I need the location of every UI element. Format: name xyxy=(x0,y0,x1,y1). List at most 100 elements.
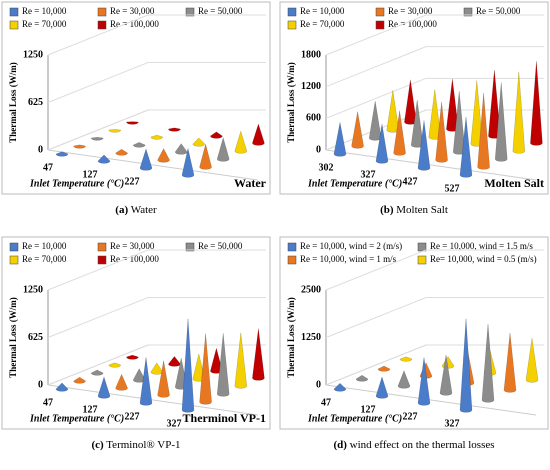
x-axis-label: Inlet Temperature (°C) xyxy=(29,413,124,424)
legend-swatch xyxy=(287,255,297,265)
legend-label: Re = 10,000, wind = 1.5 m/s xyxy=(430,241,533,251)
cone xyxy=(393,110,406,156)
cone xyxy=(351,111,364,149)
cone xyxy=(375,376,389,399)
x-tick-label: 127 xyxy=(83,169,98,180)
legend-label: Re = 10,000 xyxy=(22,6,67,16)
cone xyxy=(399,356,413,362)
caption-label: (b) xyxy=(380,204,394,216)
cone xyxy=(435,101,448,163)
cone xyxy=(234,130,248,154)
cone xyxy=(168,355,181,367)
y-tick-label: 0 xyxy=(38,379,43,390)
cone xyxy=(210,131,223,139)
x-tick-label: 227 xyxy=(125,176,140,187)
legend-label: Re = 50,000 xyxy=(198,241,243,251)
legend-label: Re = 30,000 xyxy=(388,6,433,16)
x-tick-label: 427 xyxy=(403,176,418,187)
x-tick-label: 47 xyxy=(321,397,331,408)
panel-border xyxy=(1,1,271,195)
cone xyxy=(108,362,122,368)
legend-label: Re= 10,000, wind = 0.5 (m/s) xyxy=(430,254,537,264)
fluid-label: Therminol VP-1 xyxy=(183,411,266,425)
grid-line xyxy=(325,77,544,119)
legend-swatch xyxy=(97,242,107,252)
y-tick-label: 1200 xyxy=(301,81,321,92)
legend-label: Re = 70,000 xyxy=(300,19,345,29)
cone xyxy=(417,120,431,171)
y-tick-label: 0 xyxy=(38,144,43,155)
cone xyxy=(90,369,104,376)
legend-swatch xyxy=(287,20,297,30)
caption: (d) wind effect on the thermal losses xyxy=(333,439,494,451)
cone xyxy=(481,323,495,403)
cone xyxy=(377,365,391,372)
legend-swatch xyxy=(185,7,195,17)
cone xyxy=(252,123,265,146)
legend-label: Re = 10,000, wind = 1 m/s xyxy=(300,254,397,264)
legend-swatch xyxy=(375,20,385,30)
cone xyxy=(139,148,153,171)
cone xyxy=(216,136,230,162)
legend-label: Re = 10,000, wind = 2 (m/s) xyxy=(300,241,402,251)
cone xyxy=(150,362,164,375)
legend-label: Re = 30,000 xyxy=(110,241,155,251)
grid-line xyxy=(325,297,544,338)
legend-swatch xyxy=(287,242,297,252)
cone xyxy=(397,370,411,389)
x-tick-label: 327 xyxy=(361,169,376,180)
cone xyxy=(115,373,128,391)
cone xyxy=(525,338,539,383)
caption: (c) Terminol® VP-1 xyxy=(91,439,180,451)
legend-swatch xyxy=(417,242,427,252)
caption-label: (a) xyxy=(115,204,128,216)
cone xyxy=(139,357,153,406)
x-tick-label: 47 xyxy=(43,397,53,408)
cone xyxy=(126,354,139,360)
cone xyxy=(73,144,86,149)
legend-label: Re = 100,000 xyxy=(110,19,159,29)
y-axis-label: Thermal Loss (W/m) xyxy=(8,297,18,378)
cone xyxy=(459,318,473,413)
legend-swatch xyxy=(375,7,385,17)
legend-swatch xyxy=(97,20,107,30)
grid-line xyxy=(47,297,266,338)
cone xyxy=(439,354,453,396)
y-tick-label: 1250 xyxy=(23,49,43,60)
x-tick-label: 527 xyxy=(445,183,460,194)
cone xyxy=(386,90,400,133)
caption: (b) Molten Salt xyxy=(380,204,448,216)
legend-label: Re = 50,000 xyxy=(198,6,243,16)
cone xyxy=(90,136,104,141)
x-axis-label: Inlet Temperature (°C) xyxy=(307,178,402,189)
legend-swatch xyxy=(97,255,107,265)
grid-line xyxy=(325,344,544,386)
cone xyxy=(55,151,69,157)
legend-swatch xyxy=(417,255,427,265)
cone xyxy=(150,134,164,140)
grid-line xyxy=(47,249,266,291)
legend-label: Re = 10,000 xyxy=(22,241,67,251)
fluid-label: Molten Salt xyxy=(484,176,544,190)
grid-line xyxy=(325,249,544,291)
legend-swatch xyxy=(287,7,297,17)
cone xyxy=(530,61,543,146)
legend-label: Re = 100,000 xyxy=(388,19,437,29)
panel-border xyxy=(279,236,549,430)
cone xyxy=(234,332,248,389)
x-tick-label: 327 xyxy=(167,418,182,429)
cone xyxy=(157,148,170,163)
legend-swatch xyxy=(97,7,107,17)
x-axis-label: Inlet Temperature (°C) xyxy=(307,413,402,424)
x-tick-label: 302 xyxy=(319,162,334,173)
cone xyxy=(126,121,139,125)
grid-line xyxy=(47,109,266,151)
caption-text: Water xyxy=(131,204,157,216)
legend-swatch xyxy=(9,242,19,252)
y-tick-label: 625 xyxy=(28,97,43,108)
panel-border xyxy=(1,236,271,430)
grid-line xyxy=(47,14,266,56)
x-tick-label: 127 xyxy=(83,404,98,415)
cone xyxy=(181,148,195,178)
y-axis-label: Thermal Loss (W/m) xyxy=(286,62,296,143)
